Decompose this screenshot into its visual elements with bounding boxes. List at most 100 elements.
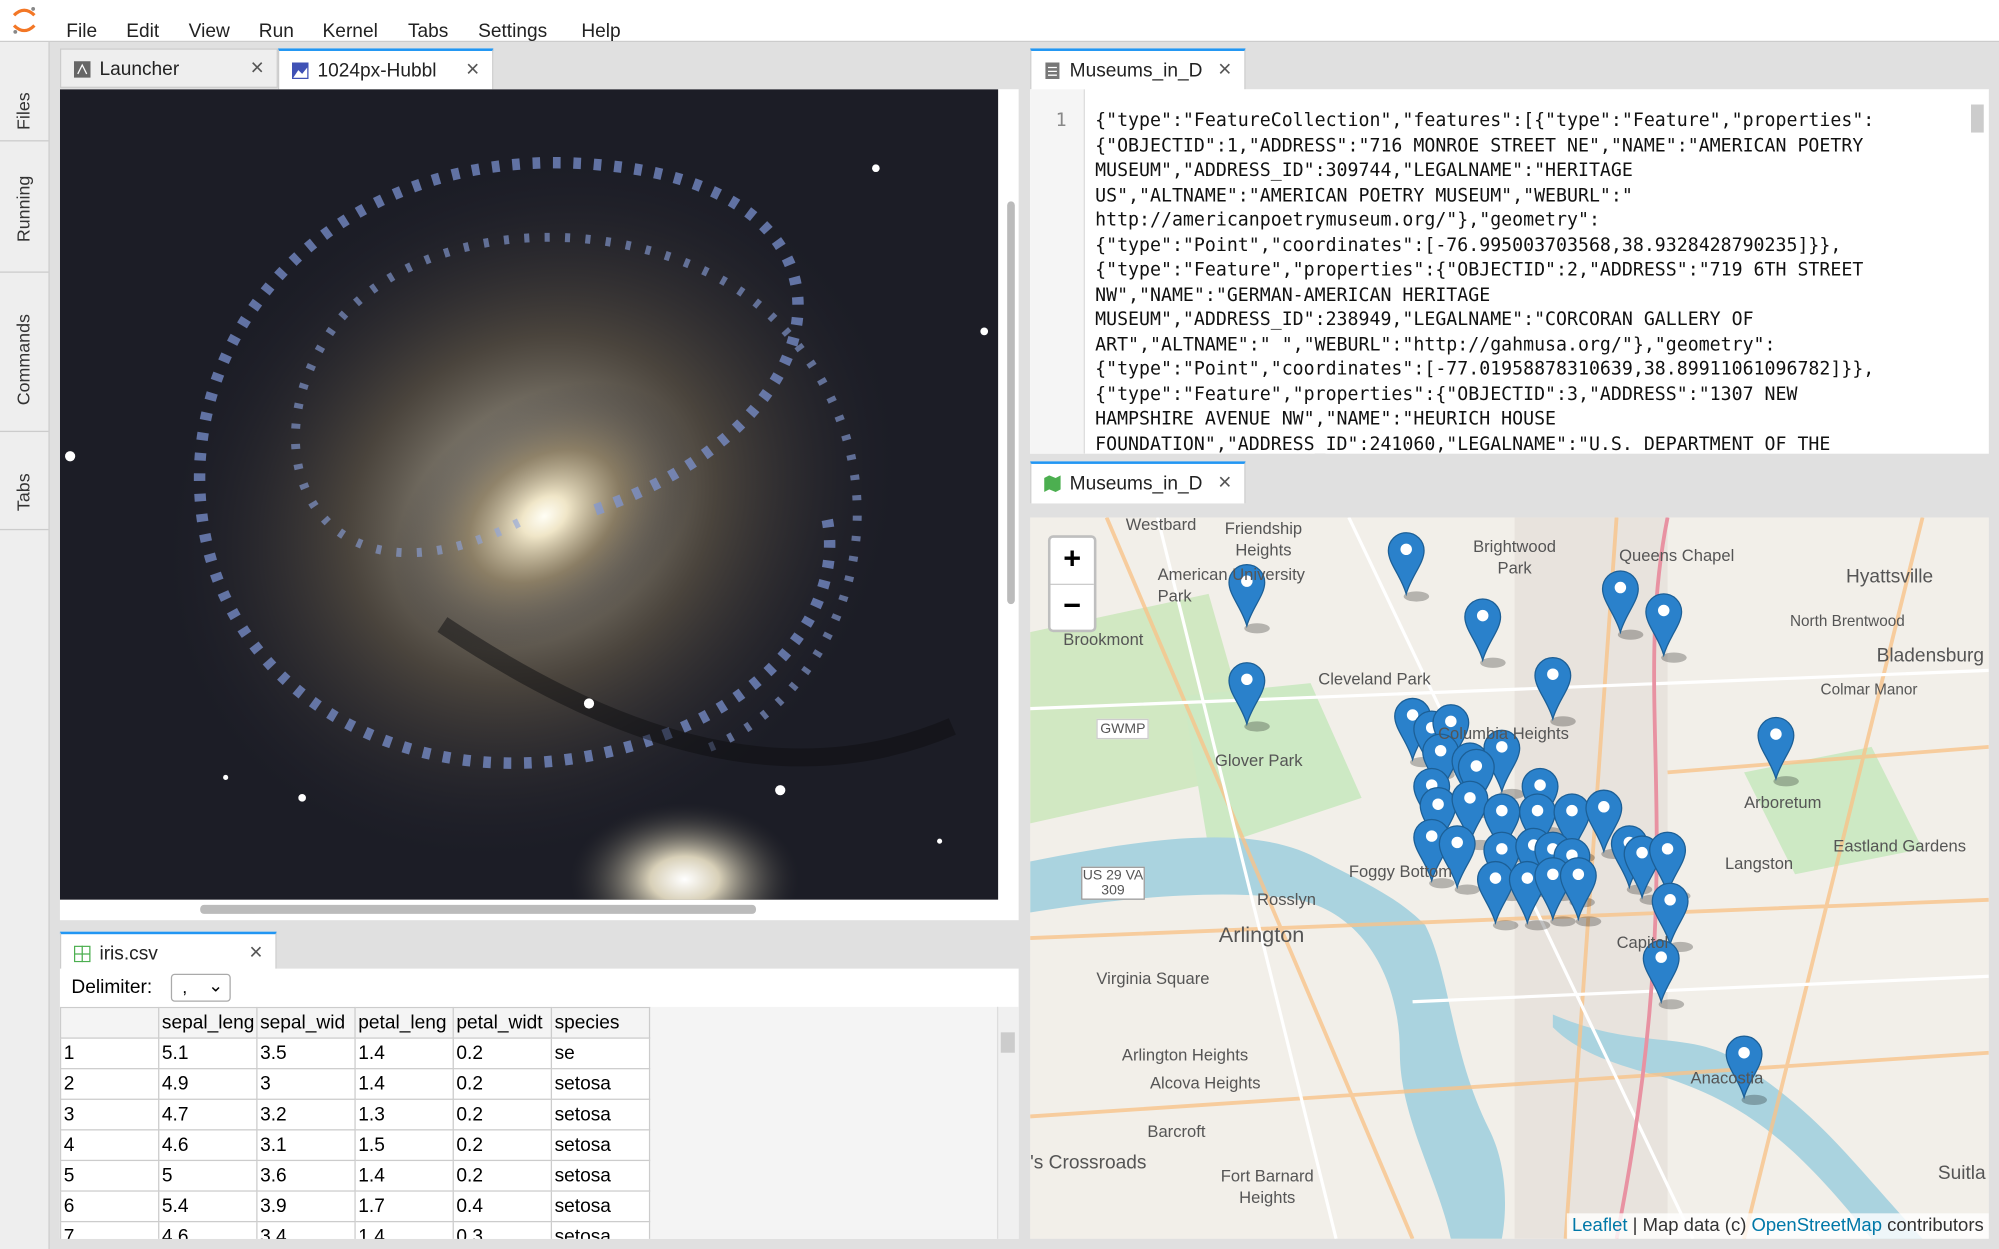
- pin-dot: [1547, 668, 1559, 680]
- pin-dot: [1434, 744, 1447, 757]
- sidebar-tab[interactable]: Running: [0, 140, 49, 273]
- map-pin[interactable]: [1387, 532, 1425, 597]
- map-label: 's Crossroads: [1030, 1152, 1147, 1174]
- sidebar-label: Running: [12, 175, 34, 242]
- cell: 5: [158, 1159, 258, 1192]
- code-line: ART","ALTNAME":" ","WEBURL":"http://gahm…: [1095, 334, 1776, 355]
- code-line: US","ALTNAME":"AMERICAN POETRY MUSEUM","…: [1095, 185, 1633, 206]
- menu-item[interactable]: Help: [581, 20, 621, 43]
- sidebar-tab[interactable]: Commands: [0, 271, 49, 433]
- zoom-in[interactable]: +: [1050, 538, 1094, 585]
- menu-item[interactable]: View: [188, 20, 230, 43]
- csv-viewer: Delimiter: , ⌄ sepal_leng sepal_wid petal_l…: [59, 968, 1019, 1239]
- menu-bar: File Edit View Run Kernel Tabs Settings Help: [0, 0, 1999, 43]
- header-cell: petal_widt: [452, 1006, 553, 1039]
- sidebar-label: Commands: [12, 313, 34, 405]
- menu-item[interactable]: Tabs: [407, 20, 449, 43]
- tab-label: iris.csv: [99, 943, 158, 965]
- map-label: Foggy Bottom: [1348, 861, 1453, 881]
- map-pin[interactable]: [1649, 831, 1687, 896]
- delimiter-select[interactable]: , ⌄: [170, 973, 231, 1002]
- map-pin[interactable]: [1553, 793, 1591, 858]
- cell: se: [550, 1037, 651, 1070]
- grid: sepal_leng sepal_wid petal_leng petal_widt s…: [59, 1006, 997, 1239]
- tab-map[interactable]: Museums_in_D ×: [1030, 461, 1246, 504]
- tab-image[interactable]: 1024px-Hubbl ×: [277, 48, 494, 91]
- row: 4 4.6 3.1 1.5 0.2 setosa: [59, 1129, 651, 1162]
- pin-dot: [1636, 846, 1648, 859]
- map-pin[interactable]: [1457, 748, 1495, 813]
- map-pin[interactable]: [1642, 939, 1680, 1005]
- pin-dot: [1661, 843, 1674, 855]
- cell: setosa: [550, 1129, 651, 1162]
- osm-link[interactable]: OpenStreetMap: [1751, 1215, 1883, 1237]
- map-pin[interactable]: [1585, 789, 1623, 854]
- map-pin[interactable]: [1519, 793, 1557, 858]
- map-label: Langston: [1724, 853, 1794, 874]
- map-pin[interactable]: [1601, 570, 1639, 635]
- logo: [12, 7, 36, 34]
- map-pin[interactable]: [1228, 662, 1266, 727]
- sidebar-tab[interactable]: Files: [0, 42, 49, 142]
- map-pin[interactable]: [1534, 657, 1572, 722]
- map-pin[interactable]: [1228, 563, 1266, 629]
- map-tiles: [1030, 517, 1989, 1239]
- scrollbar[interactable]: [1970, 104, 1984, 133]
- pin-dot: [1406, 709, 1419, 721]
- pin-shadow: [1550, 716, 1576, 727]
- cell: 0.2: [452, 1129, 553, 1162]
- tab-editor[interactable]: Museums_in_D ×: [1030, 48, 1246, 91]
- header-cell: petal_leng: [354, 1006, 454, 1039]
- pin-shadow: [1575, 916, 1602, 927]
- menu-item[interactable]: Kernel: [322, 20, 378, 43]
- tab-csv[interactable]: iris.csv ×: [59, 931, 277, 970]
- map-pin[interactable]: [1483, 793, 1521, 858]
- row: 7 4.6 3.4 1.4 0.3 setosa: [59, 1220, 651, 1239]
- row: 2 4.9 3 1.4 0.2 setosa: [59, 1068, 651, 1100]
- scrollbar[interactable]: [200, 904, 757, 914]
- map-pin[interactable]: [1419, 787, 1457, 852]
- code-line: {"type":"FeatureCollection","features":[…: [1095, 110, 1875, 132]
- pin-shadow: [1492, 920, 1519, 931]
- sidebar-tab[interactable]: Tabs: [0, 431, 49, 531]
- map-pin[interactable]: [1476, 860, 1514, 926]
- tab-label: Museums_in_D: [1069, 472, 1203, 495]
- row-number: 4: [59, 1129, 160, 1162]
- scrollbar[interactable]: [996, 1006, 1019, 1239]
- cell: 0.3: [452, 1220, 553, 1239]
- map-pin[interactable]: [1645, 593, 1683, 658]
- menu-item[interactable]: Settings: [478, 20, 548, 43]
- map-label: Hyattsville: [1846, 565, 1934, 588]
- attribution: Leaflet | Map data (c) OpenStreetMap con…: [1566, 1213, 1989, 1239]
- cell: 3.5: [256, 1037, 356, 1070]
- menu-item[interactable]: Run: [258, 20, 294, 43]
- map-pin[interactable]: [1757, 716, 1795, 782]
- map-pin[interactable]: [1438, 825, 1476, 890]
- row: 5 5 3.6 1.4 0.2 setosa: [59, 1159, 651, 1192]
- sidebar-label: Tabs: [12, 472, 34, 511]
- zoom-out[interactable]: −: [1063, 588, 1082, 624]
- pin-dot: [1658, 604, 1670, 617]
- pin-shadow: [1429, 878, 1455, 889]
- map-label: Alcova Heights: [1149, 1073, 1261, 1093]
- leaflet-link[interactable]: Leaflet: [1571, 1215, 1628, 1237]
- pin-dot: [1241, 673, 1253, 686]
- pin-dot: [1489, 872, 1502, 884]
- cell: 3.2: [256, 1098, 356, 1131]
- map-label: GWMP: [1096, 718, 1150, 740]
- menu-item[interactable]: Edit: [126, 20, 160, 43]
- cell: 1.4: [354, 1159, 454, 1192]
- map-pin[interactable]: [1464, 598, 1502, 663]
- code-line: http://americanpoetrymuseum.org/"},"geom…: [1095, 210, 1600, 231]
- row-number: 6: [59, 1190, 160, 1223]
- menu-item[interactable]: File: [66, 20, 98, 43]
- pin-dot: [1451, 836, 1463, 849]
- tab-launcher[interactable]: Launcher ×: [59, 48, 278, 88]
- map-pin[interactable]: [1725, 1035, 1763, 1100]
- map-label: Capitol: [1616, 932, 1669, 953]
- scrollbar[interactable]: [1007, 201, 1015, 605]
- map-pin[interactable]: [1651, 882, 1689, 947]
- map-pin[interactable]: [1559, 857, 1597, 922]
- map-label: Bladensburg: [1876, 644, 1985, 667]
